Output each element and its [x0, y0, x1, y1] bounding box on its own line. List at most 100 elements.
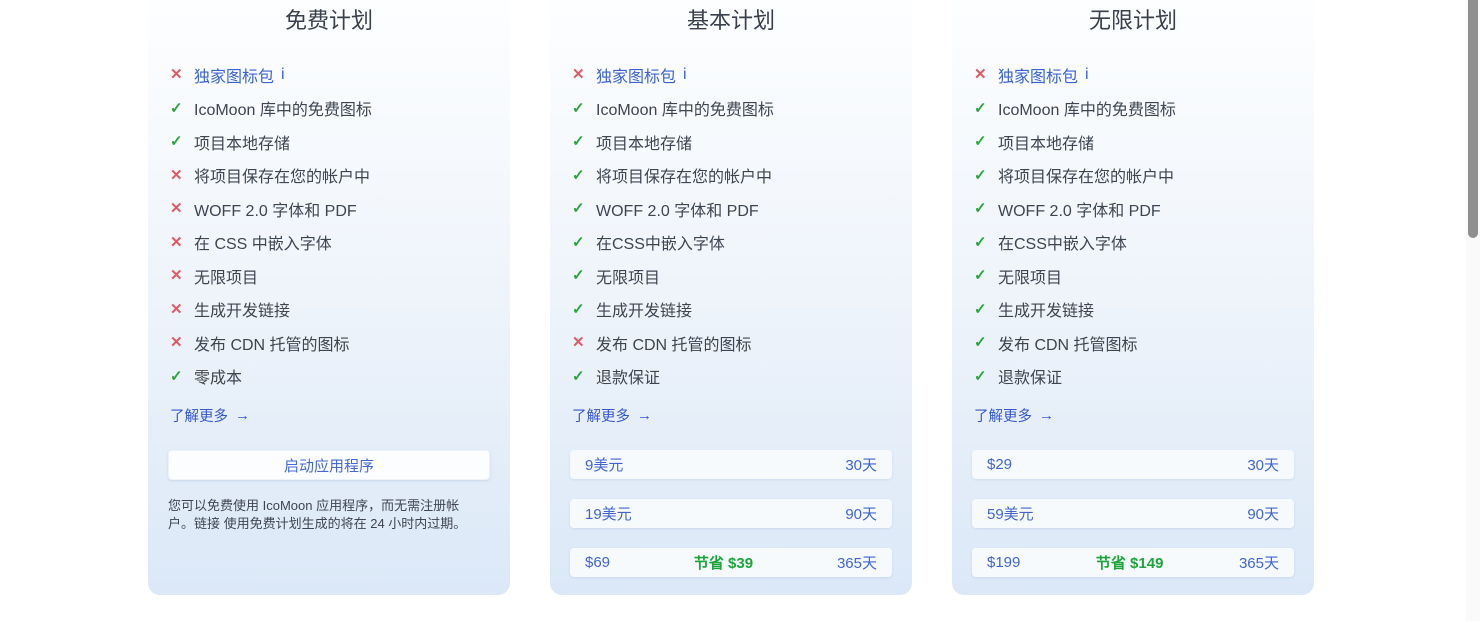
feature-item: ✕ WOFF 2.0 字体和 PDF — [170, 192, 492, 226]
scrollbar-track[interactable] — [1466, 0, 1480, 621]
plan-title: 无限计划 — [1088, 8, 1177, 33]
cross-icon: ✕ — [170, 300, 183, 318]
feature-link[interactable]: 独家图标包 — [194, 68, 275, 86]
check-icon: ✓ — [572, 267, 585, 285]
check-icon: ✓ — [170, 367, 183, 385]
feature-item: ✓ 生成开发链接 — [572, 293, 894, 327]
cross-icon: ✕ — [170, 267, 183, 285]
check-icon: ✓ — [974, 334, 987, 352]
feature-item: ✕ 生成开发链接 — [170, 293, 492, 327]
feature-item: ✕ 独家图标包 i — [572, 58, 894, 92]
arrow-right-icon: → — [1039, 407, 1054, 424]
feature-list: ✕ 独家图标包 i ✓ IcoMoon 库中的免费图标 ✓ 项目本地存储 ✓ 将… — [550, 58, 912, 393]
feature-label: IcoMoon 库中的免费图标 — [998, 102, 1176, 120]
cross-icon: ✕ — [170, 334, 183, 352]
feature-label: 将项目保存在您的帐户中 — [998, 169, 1175, 187]
feature-item: ✕ 在 CSS 中嵌入字体 — [170, 226, 492, 260]
scrollbar-thumb[interactable] — [1468, 0, 1478, 238]
price-option[interactable]: $199 节省 $149 365天 — [972, 548, 1294, 577]
price-option[interactable]: 59美元 90天 — [972, 499, 1294, 528]
feature-link[interactable]: 独家图标包 — [596, 68, 677, 86]
feature-label: IcoMoon 库中的免费图标 — [596, 102, 774, 120]
duration-label: 30天 — [845, 457, 877, 474]
check-icon: ✓ — [974, 233, 987, 251]
learn-more-link[interactable]: 了解更多 → — [572, 405, 652, 426]
check-icon: ✓ — [572, 233, 585, 251]
learn-more-link[interactable]: 了解更多 → — [974, 405, 1054, 426]
feature-item: ✕ 独家图标包 i — [170, 58, 492, 92]
feature-item: ✓ 将项目保存在您的帐户中 — [974, 159, 1296, 193]
check-icon: ✓ — [974, 367, 987, 385]
price-label: 59美元 — [987, 506, 1034, 523]
feature-label: 退款保证 — [596, 370, 661, 388]
price-option[interactable]: 19美元 90天 — [570, 499, 892, 528]
price-label: $69 — [585, 554, 611, 571]
info-icon[interactable]: i — [281, 65, 285, 83]
free-plan-bottom: 启动应用程序 您可以免费使用 IcoMoon 应用程序，而无需注册帐户。链接 使… — [168, 450, 490, 546]
check-icon: ✓ — [974, 99, 987, 117]
feature-item: ✓ IcoMoon 库中的免费图标 — [974, 92, 1296, 126]
feature-item: ✓ 项目本地存储 — [170, 125, 492, 159]
cross-icon: ✕ — [572, 334, 585, 352]
feature-item: ✓ WOFF 2.0 字体和 PDF — [572, 192, 894, 226]
feature-label: 在CSS中嵌入字体 — [596, 236, 725, 254]
feature-item: ✕ 发布 CDN 托管的图标 — [170, 326, 492, 360]
feature-label: 发布 CDN 托管的图标 — [194, 336, 350, 354]
savings-label: 节省 $149 — [1095, 555, 1164, 572]
feature-label: 项目本地存储 — [596, 135, 693, 153]
plan-cards-container: 免费计划 ✕ 独家图标包 i ✓ IcoMoon 库中的免费图标 ✓ 项目本地存… — [148, 0, 1314, 595]
arrow-right-icon: → — [637, 407, 652, 424]
check-icon: ✓ — [974, 300, 987, 318]
feature-item: ✓ 在CSS中嵌入字体 — [974, 226, 1296, 260]
plan-card-unlimited: 无限计划 ✕ 独家图标包 i ✓ IcoMoon 库中的免费图标 ✓ 项目本地存… — [952, 0, 1314, 595]
price-label: $29 — [987, 456, 1013, 473]
feature-item: ✓ 项目本地存储 — [572, 125, 894, 159]
feature-label: 发布 CDN 托管的图标 — [596, 336, 752, 354]
arrow-right-icon: → — [235, 407, 250, 424]
info-icon[interactable]: i — [683, 65, 687, 83]
feature-label: WOFF 2.0 字体和 PDF — [194, 202, 357, 220]
cross-icon: ✕ — [170, 166, 183, 184]
feature-item: ✓ 项目本地存储 — [974, 125, 1296, 159]
feature-label: 生成开发链接 — [596, 303, 693, 321]
price-option[interactable]: 9美元 30天 — [570, 450, 892, 479]
price-option[interactable]: $69 节省 $39 365天 — [570, 548, 892, 577]
feature-item: ✓ WOFF 2.0 字体和 PDF — [974, 192, 1296, 226]
check-icon: ✓ — [974, 133, 987, 151]
check-icon: ✓ — [572, 166, 585, 184]
plan-title: 免费计划 — [284, 8, 373, 33]
duration-label: 90天 — [845, 506, 877, 523]
feature-label: WOFF 2.0 字体和 PDF — [998, 202, 1161, 220]
launch-app-button[interactable]: 启动应用程序 — [168, 450, 490, 480]
plan-card-free: 免费计划 ✕ 独家图标包 i ✓ IcoMoon 库中的免费图标 ✓ 项目本地存… — [148, 0, 510, 595]
feature-item: ✓ IcoMoon 库中的免费图标 — [170, 92, 492, 126]
feature-label: 将项目保存在您的帐户中 — [596, 169, 773, 187]
check-icon: ✓ — [572, 300, 585, 318]
info-icon[interactable]: i — [1085, 65, 1089, 83]
feature-link[interactable]: 独家图标包 — [998, 68, 1079, 86]
feature-item: ✕ 无限项目 — [170, 259, 492, 293]
feature-label: 项目本地存储 — [194, 135, 291, 153]
feature-item: ✕ 发布 CDN 托管的图标 — [572, 326, 894, 360]
feature-label: 无限项目 — [194, 269, 259, 287]
check-icon: ✓ — [974, 200, 987, 218]
price-option[interactable]: $29 30天 — [972, 450, 1294, 479]
feature-label: 生成开发链接 — [194, 303, 291, 321]
plan-title: 基本计划 — [686, 8, 775, 33]
learn-more-link[interactable]: 了解更多 → — [170, 405, 250, 426]
feature-label: WOFF 2.0 字体和 PDF — [596, 202, 759, 220]
feature-label: 将项目保存在您的帐户中 — [194, 169, 371, 187]
savings-label: 节省 $39 — [693, 555, 754, 572]
feature-item: ✕ 独家图标包 i — [974, 58, 1296, 92]
feature-item: ✓ IcoMoon 库中的免费图标 — [572, 92, 894, 126]
check-icon: ✓ — [572, 200, 585, 218]
unlimited-plan-pricing: $29 30天 59美元 90天 $199 节省 $149 365天 — [972, 450, 1294, 597]
cross-icon: ✕ — [974, 66, 987, 84]
feature-list: ✕ 独家图标包 i ✓ IcoMoon 库中的免费图标 ✓ 项目本地存储 ✓ 将… — [952, 58, 1314, 393]
feature-item: ✓ 生成开发链接 — [974, 293, 1296, 327]
price-label: $199 — [987, 554, 1021, 571]
feature-item: ✓ 将项目保存在您的帐户中 — [572, 159, 894, 193]
learn-more-label: 了解更多 — [974, 409, 1032, 425]
feature-list: ✕ 独家图标包 i ✓ IcoMoon 库中的免费图标 ✓ 项目本地存储 ✕ 将… — [148, 58, 510, 393]
feature-item: ✕ 将项目保存在您的帐户中 — [170, 159, 492, 193]
